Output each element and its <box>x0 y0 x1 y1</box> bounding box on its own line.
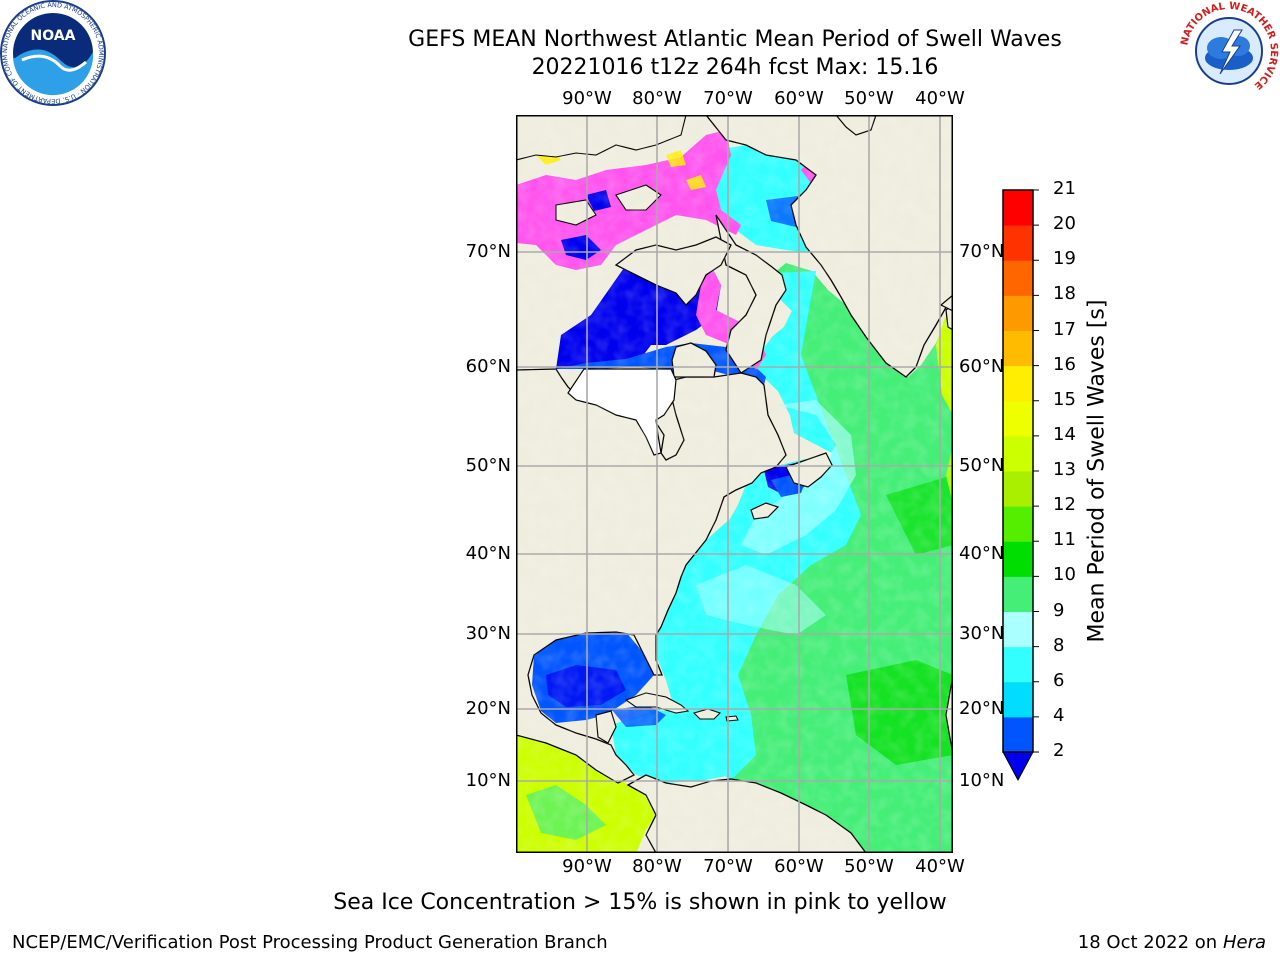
colorbar-swatch <box>1003 225 1033 261</box>
colorbar-tick-label: 12 <box>1053 494 1076 516</box>
longitude-label-bottom: 90°W <box>562 856 612 877</box>
colorbar-under-arrow <box>1002 751 1034 782</box>
colorbar-swatch <box>1003 260 1033 296</box>
generation-date-text: 18 Oct 2022 on <box>1077 932 1223 953</box>
longitude-label-bottom: 70°W <box>703 856 753 877</box>
latitude-label-left: 70°N <box>465 241 511 262</box>
latitude-label-left: 10°N <box>465 770 511 791</box>
colorbar-swatch <box>1003 506 1033 542</box>
colorbar-swatch <box>1003 471 1033 507</box>
latitude-label-right: 40°N <box>959 543 1005 564</box>
longitude-label-bottom: 60°W <box>774 856 824 877</box>
colorbar-swatch <box>1003 646 1033 683</box>
producer-credit: NCEP/EMC/Verification Post Processing Pr… <box>12 932 608 953</box>
colorbar-tick-label: 18 <box>1053 283 1076 305</box>
colorbar-swatch <box>1003 330 1033 367</box>
colorbar-swatch <box>1003 295 1033 331</box>
colorbar-swatch <box>1003 435 1033 472</box>
colorbar-tick-label: 2 <box>1053 740 1065 761</box>
colorbar-tick-label: 21 <box>1053 178 1076 199</box>
latitude-label-left: 20°N <box>465 698 511 719</box>
latitude-label-left: 50°N <box>465 455 511 476</box>
colorbar-tick-label: 16 <box>1053 353 1076 375</box>
colorbar-label: Mean Period of Swell Waves [s] <box>1084 299 1110 643</box>
colorbar-tick-label: 15 <box>1053 388 1076 410</box>
longitude-label-top: 40°W <box>915 88 965 109</box>
latitude-label-right: 70°N <box>959 241 1005 262</box>
colorbar-tick-label: 11 <box>1053 529 1076 551</box>
nws-logo: NATIONAL WEATHER SERVICE <box>1179 1 1279 101</box>
sea-ice-caption: Sea Ice Concentration > 15% is shown in … <box>333 890 947 915</box>
host-name: Hera <box>1222 932 1266 953</box>
latitude-label-left: 40°N <box>465 543 511 564</box>
longitude-label-top: 50°W <box>844 88 894 109</box>
longitude-label-top: 70°W <box>703 88 753 109</box>
field-texture <box>516 115 953 853</box>
colorbar <box>1002 189 1039 782</box>
latitude-label-right: 60°N <box>959 356 1005 377</box>
colorbar-tick-label: 14 <box>1053 423 1076 445</box>
colorbar-swatch <box>1003 541 1033 577</box>
longitude-label-top: 60°W <box>774 88 824 109</box>
colorbar-swatch <box>1003 576 1033 612</box>
latitude-label-right: 10°N <box>959 770 1005 791</box>
colorbar-swatch <box>1003 716 1033 753</box>
colorbar-tick-label: 20 <box>1053 213 1076 235</box>
latitude-label-left: 60°N <box>465 356 511 377</box>
colorbar-swatch <box>1003 400 1033 437</box>
map-subtitle: 20221016 t12z 264h fcst Max: 15.16 <box>531 55 939 80</box>
noaa-logo: NATIONAL OCEANIC AND ATMOSPHERIC ADMINIS… <box>0 0 106 106</box>
colorbar-tick-label: 13 <box>1053 459 1076 480</box>
graticule <box>516 115 953 853</box>
longitude-label-top: 90°W <box>562 88 612 109</box>
colorbar-tick-label: 8 <box>1053 634 1065 656</box>
colorbar-tick-label: 17 <box>1053 318 1076 340</box>
latitude-label-left: 30°N <box>465 623 511 644</box>
generation-date: 18 Oct 2022 on Hera <box>1078 932 1266 953</box>
longitude-label-bottom: 40°W <box>915 856 965 877</box>
latitude-label-right: 30°N <box>959 623 1005 644</box>
colorbar-tick-label: 19 <box>1053 248 1076 270</box>
swell-period-map <box>516 115 953 853</box>
colorbar-swatch <box>1003 681 1033 718</box>
colorbar-swatch <box>1003 190 1033 226</box>
colorbar-tick-label: 10 <box>1053 564 1076 586</box>
colorbar-swatch <box>1003 365 1033 402</box>
noaa-wordmark: NOAA <box>31 28 76 44</box>
colorbar-tick-label: 9 <box>1053 599 1065 621</box>
latitude-label-right: 50°N <box>959 455 1005 476</box>
colorbar-swatch <box>1003 611 1033 648</box>
map-frame <box>516 115 953 853</box>
latitude-label-right: 20°N <box>959 698 1005 719</box>
map-title: GEFS MEAN Northwest Atlantic Mean Period… <box>408 27 1062 52</box>
colorbar-tick-label: 6 <box>1053 669 1065 691</box>
colorbar-tick-label: 4 <box>1053 704 1065 726</box>
longitude-label-top: 80°W <box>632 88 682 109</box>
longitude-label-bottom: 80°W <box>632 856 682 877</box>
longitude-label-bottom: 50°W <box>844 856 894 877</box>
